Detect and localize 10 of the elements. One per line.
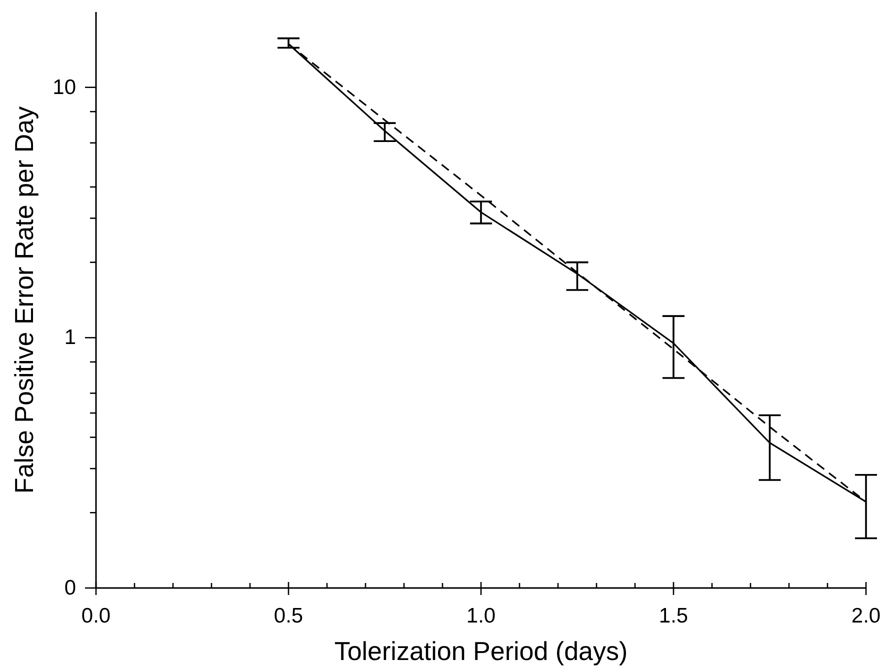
- x-tick-label: 1.0: [466, 604, 496, 628]
- x-tick-label: 1.5: [658, 604, 688, 628]
- x-axis-title: Tolerization Period (days): [334, 636, 628, 666]
- y-tick-label: 10: [52, 76, 76, 99]
- y-tick-label: 0: [64, 576, 76, 600]
- x-tick-label: 2.0: [851, 604, 881, 628]
- y-tick-label: 1: [64, 326, 76, 350]
- x-tick-label: 0.5: [274, 604, 304, 628]
- y-axis-title: False Positive Error Rate per Day: [9, 106, 39, 494]
- x-tick-label: 0.0: [81, 604, 111, 628]
